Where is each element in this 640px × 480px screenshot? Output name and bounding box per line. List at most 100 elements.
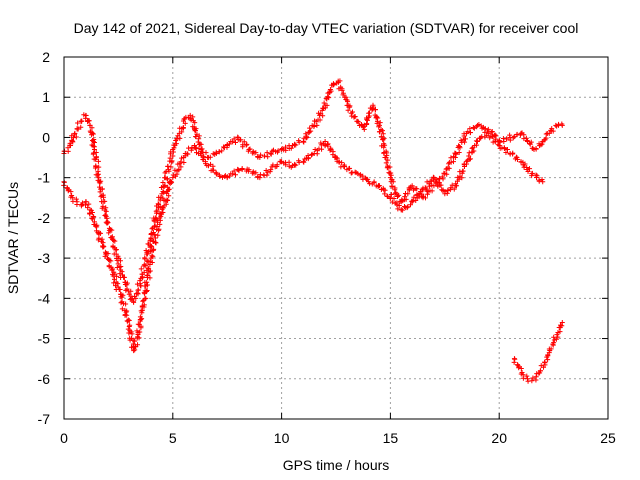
data-point-interp [451, 154, 457, 160]
data-point-interp [382, 191, 388, 197]
data-point-interp [314, 147, 320, 153]
data-point-interp [522, 161, 528, 167]
data-point-interp [312, 147, 318, 153]
data-point-interp [385, 157, 391, 163]
data-point-interp [394, 202, 400, 208]
data-point-interp [388, 191, 394, 197]
data-point-interp [103, 205, 109, 211]
data-point-interp [135, 287, 141, 293]
data-point-interp [184, 151, 190, 157]
data-point [533, 374, 539, 380]
data-point-interp [65, 188, 71, 194]
data-point-interp [164, 176, 170, 182]
data-point-interp [346, 166, 352, 172]
data-point-interp [391, 196, 397, 202]
data-point-interp [97, 189, 103, 195]
data-point-interp [142, 255, 148, 261]
data-point-interp [389, 199, 395, 205]
data-point-interp [557, 329, 563, 335]
data-point-interp [377, 129, 383, 135]
data-point [355, 171, 361, 177]
data-point-interp [161, 189, 167, 195]
data-point [559, 122, 565, 128]
y-tick-label: -5 [38, 331, 51, 347]
data-point-interp [150, 254, 156, 260]
series-track-a [61, 78, 565, 305]
data-point-interp [474, 142, 480, 148]
data-point-interp [89, 215, 95, 221]
data-point-interp [169, 158, 175, 164]
data-point-interp [230, 139, 236, 145]
data-point-interp [244, 141, 250, 147]
data-point-interp [549, 126, 555, 132]
data-point-interp [533, 145, 539, 151]
data-point-interp [126, 330, 132, 336]
data-point-interp [230, 171, 236, 177]
data-point-interp [470, 125, 476, 131]
data-point-interp [490, 139, 496, 145]
data-point-interp [121, 274, 127, 280]
data-point-interp [119, 294, 125, 300]
data-point-interp [514, 131, 520, 137]
data-point-interp [154, 224, 160, 230]
data-point-interp [93, 223, 99, 229]
data-point-interp [137, 278, 143, 284]
data-point-interp [473, 138, 479, 144]
data-point-interp [347, 104, 353, 110]
data-point-interp [405, 204, 411, 210]
data-point-interp [319, 146, 325, 152]
data-point-interp [275, 148, 281, 154]
data-point-interp [98, 194, 104, 200]
data-point [559, 319, 565, 325]
data-point-interp [381, 144, 387, 150]
data-point-interp [93, 150, 99, 156]
data-point-interp [336, 159, 342, 165]
data-point-interp [122, 312, 128, 318]
data-point-interp [240, 144, 246, 150]
data-point-interp [245, 168, 251, 174]
data-point-interp [173, 141, 179, 147]
y-tick-label: -1 [38, 170, 51, 186]
data-point-interp [83, 199, 89, 205]
data-point-interp [117, 258, 123, 264]
data-point-interp [451, 186, 457, 192]
data-point-interp [141, 302, 147, 308]
data-point-interp [239, 166, 245, 172]
data-point-interp [167, 178, 173, 184]
data-point-interp [372, 107, 378, 113]
data-point-interp [425, 189, 431, 195]
data-point-interp [102, 198, 108, 204]
data-point [405, 191, 411, 197]
data-point-interp [510, 135, 516, 141]
data-point-interp [527, 166, 533, 172]
data-point-interp [529, 173, 535, 179]
data-point-interp [101, 194, 107, 200]
y-tick-label: 2 [42, 49, 50, 65]
data-point [551, 340, 557, 346]
data-point [257, 155, 263, 161]
data-point-interp [232, 172, 238, 178]
data-point-interp [138, 266, 144, 272]
data-point-interp [134, 328, 140, 334]
data-point-interp [149, 226, 155, 232]
data-point-interp [69, 137, 75, 143]
data-point-interp [385, 165, 391, 171]
data-point-interp [154, 208, 160, 214]
data-point-interp [102, 213, 108, 219]
data-point-interp [381, 150, 387, 156]
data-point-interp [258, 152, 264, 158]
data-point-interp [485, 128, 491, 134]
data-point-interp [78, 124, 84, 130]
data-point-interp [152, 239, 158, 245]
data-point-interp [243, 142, 249, 148]
data-point [518, 130, 524, 136]
data-point-interp [321, 106, 327, 112]
x-tick-label: 15 [383, 430, 399, 446]
data-point-interp [71, 131, 77, 137]
data-point-interp [150, 238, 156, 244]
data-point-interp [301, 135, 307, 141]
data-point [496, 142, 502, 148]
data-point-interp [314, 122, 320, 128]
data-point-interp [364, 117, 370, 123]
